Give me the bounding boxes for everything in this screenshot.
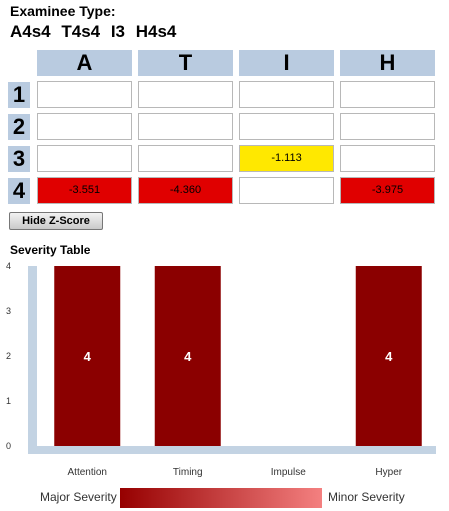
row-header-4: 4 [8, 178, 30, 204]
y-tick-label: 2 [6, 351, 11, 361]
y-tick-label: 1 [6, 396, 11, 406]
score-cell [340, 113, 435, 140]
hide-zscore-button[interactable]: Hide Z-Score [9, 212, 103, 230]
column-header-a: A [37, 50, 132, 76]
score-cell: -1.113 [239, 145, 334, 172]
row-header-1: 1 [8, 82, 30, 108]
examinee-type-title: Examinee Type: [10, 3, 116, 19]
bar-timing [154, 266, 221, 446]
x-category-label: Attention [68, 467, 107, 478]
score-cell: -4.360 [138, 177, 233, 204]
column-header-i: I [239, 50, 334, 76]
bar-data-label: 4 [385, 349, 393, 364]
bar-hyper [355, 266, 422, 446]
y-tick-label: 0 [6, 441, 11, 451]
y-axis-band [28, 266, 37, 454]
y-tick-label: 4 [6, 261, 11, 271]
score-cell [340, 81, 435, 108]
legend-minor-label: Minor Severity [328, 490, 405, 504]
bar-data-label: 4 [84, 349, 92, 364]
bar-data-label: 4 [184, 349, 192, 364]
y-tick-label: 3 [6, 306, 11, 316]
score-cell [239, 81, 334, 108]
column-header-h: H [340, 50, 435, 76]
row-header-3: 3 [8, 146, 30, 172]
legend-major-label: Major Severity [40, 490, 117, 504]
severity-table-title: Severity Table [10, 243, 91, 257]
x-category-label: Timing [173, 467, 203, 478]
score-cell: -3.551 [37, 177, 132, 204]
score-cell [340, 145, 435, 172]
score-cell [239, 113, 334, 140]
x-category-label: Impulse [271, 467, 306, 478]
score-cell [37, 145, 132, 172]
score-cell [138, 145, 233, 172]
score-cell [37, 81, 132, 108]
score-cell [239, 177, 334, 204]
severity-gradient-bar [120, 488, 322, 508]
score-cell: -3.975 [340, 177, 435, 204]
x-axis-band [28, 446, 436, 454]
score-cell [138, 81, 233, 108]
column-header-t: T [138, 50, 233, 76]
score-cell [37, 113, 132, 140]
severity-chart: 0 1 2 3 4 4 Attention 4 Timing Impulse 4 Hyper [6, 261, 436, 478]
x-category-label: Hyper [375, 467, 402, 478]
examinee-codes: A4s4 T4s4 I3 H4s4 [10, 22, 177, 41]
row-header-2: 2 [8, 114, 30, 140]
bar-attention [54, 266, 121, 446]
score-cell [138, 113, 233, 140]
